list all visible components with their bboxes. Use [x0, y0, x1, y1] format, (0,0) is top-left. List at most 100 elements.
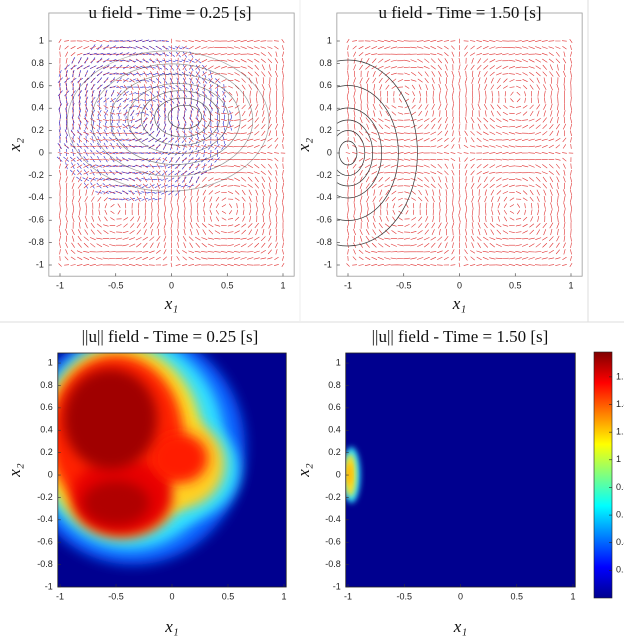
contour — [336, 130, 366, 176]
y-tick-label: 0.4 — [31, 103, 44, 113]
x-tick-label: 1 — [568, 281, 573, 291]
y-tick-label: 0 — [327, 147, 332, 157]
y-tick-label: -0.4 — [316, 192, 332, 202]
y-axis-label: x₂ — [5, 138, 24, 153]
y-tick-label: 0.6 — [328, 402, 341, 412]
y-tick-label: -0.2 — [28, 170, 44, 180]
plot-area — [57, 353, 287, 587]
y-tick-label: 1 — [327, 35, 332, 45]
y-tick-label: 0.2 — [40, 447, 53, 457]
vectors — [345, 38, 574, 268]
y-tick-label: -0.2 — [325, 492, 341, 502]
y-axis-label: x₂ — [294, 463, 313, 478]
x-tick-label: 1 — [570, 591, 575, 601]
x-tick-label: -0.5 — [108, 591, 124, 601]
y-tick-label: 0 — [39, 147, 44, 157]
y-tick-label: -0.2 — [316, 170, 332, 180]
y-tick-label: -0.6 — [28, 215, 44, 225]
x-axis-label: x₁ — [164, 294, 178, 313]
y-axis-label: x₂ — [5, 463, 24, 478]
y-tick-label: -0.6 — [37, 537, 53, 547]
y-tick-label: -1 — [324, 259, 332, 269]
panel: -1 -0.5 0 0.5 1 -1 -0.8 -0.6 -0.4 -0.2 0 0.2 0.4 0.6 0… — [294, 327, 624, 636]
x-tick-label: 0 — [458, 591, 463, 601]
colorbar-tick-label: 1 — [616, 454, 621, 464]
x-axis-label: x₁ — [452, 294, 466, 313]
y-tick-label: 0.2 — [319, 125, 332, 135]
y-tick-label: 0.8 — [31, 58, 44, 68]
y-tick-label: 0.8 — [319, 58, 332, 68]
y-tick-label: 1 — [336, 357, 341, 367]
contour — [140, 90, 220, 146]
x-tick-label: 1 — [280, 281, 285, 291]
x-tick-label: 0.5 — [510, 591, 523, 601]
contour — [336, 59, 418, 247]
colorbar-tick-label: 1.6 — [616, 371, 624, 381]
x-tick-label: 0.5 — [221, 281, 234, 291]
y-tick-label: 1 — [48, 357, 53, 367]
y-tick-label: 0 — [48, 469, 53, 479]
contour — [336, 85, 399, 221]
x-tick-label: -1 — [344, 281, 352, 291]
chart-title: u field - Time = 1.50 [s] — [378, 3, 541, 22]
y-tick-label: 0.2 — [328, 447, 341, 457]
y-tick-label: 0.8 — [328, 380, 341, 390]
y-tick-label: 1 — [39, 35, 44, 45]
y-tick-label: 0.4 — [328, 425, 341, 435]
chart-title: u field - Time = 0.25 [s] — [88, 3, 251, 22]
y-tick-label: 0.6 — [319, 80, 332, 90]
y-tick-label: -0.6 — [316, 215, 332, 225]
colorbar-tick-label: 1.4 — [616, 399, 624, 409]
x-tick-label: -1 — [344, 591, 352, 601]
y-tick-label: 0.8 — [40, 380, 53, 390]
contour — [154, 97, 211, 138]
x-axis-label: x₁ — [164, 617, 178, 636]
vectors — [56, 39, 233, 201]
contour — [127, 83, 229, 155]
x-tick-label: -1 — [56, 591, 64, 601]
colorbar-tick-label: 0.4 — [616, 537, 624, 547]
heatmap-bg — [345, 353, 576, 587]
panel: -1 -0.5 0 0.5 1 -1 -0.8 -0.6 -0.4 -0.2 0 0.2 0.4 0.6 0… — [5, 327, 287, 636]
x-tick-label: 1 — [281, 591, 286, 601]
x-tick-label: 0 — [457, 281, 462, 291]
colorbar-tick-label: 0.8 — [616, 482, 624, 492]
y-tick-label: -0.4 — [28, 192, 44, 202]
panel: -1 -0.5 0 0.5 1 -1 -0.8 -0.6 -0.4 -0.2 0 0.2 0.4 0.6 0… — [294, 3, 583, 313]
plot-area — [48, 13, 295, 277]
contour — [109, 73, 241, 165]
y-tick-label: 0.6 — [40, 402, 53, 412]
x-tick-label: -1 — [56, 281, 64, 291]
x-tick-label: 0.5 — [222, 591, 235, 601]
panel: -1 -0.5 0 0.5 1 -1 -0.8 -0.6 -0.4 -0.2 0 0.2 0.4 0.6 0… — [5, 3, 295, 313]
colorbar-tick-label: 0.2 — [616, 565, 624, 575]
x-tick-label: -0.5 — [108, 281, 124, 291]
chart-title: ||u|| field - Time = 0.25 [s] — [82, 327, 259, 346]
heat-region — [82, 480, 150, 526]
heat-region — [63, 368, 158, 470]
x-axis-label: x₁ — [453, 617, 467, 636]
y-tick-label: -1 — [333, 581, 341, 591]
y-tick-label: -0.2 — [37, 492, 53, 502]
y-tick-label: -0.4 — [37, 514, 53, 524]
contour — [91, 63, 254, 177]
contour — [67, 50, 270, 192]
y-tick-label: -0.8 — [37, 559, 53, 569]
chart-title: ||u|| field - Time = 1.50 [s] — [372, 327, 549, 346]
y-tick-label: -1 — [36, 259, 44, 269]
y-tick-label: 0.4 — [40, 425, 53, 435]
heat-region — [151, 433, 208, 483]
colorbar-tick-label: 0.6 — [616, 509, 624, 519]
contour — [336, 107, 382, 199]
y-tick-label: -0.8 — [325, 559, 341, 569]
plot-area — [345, 353, 576, 587]
plot-area — [336, 13, 583, 277]
y-tick-label: -0.6 — [325, 537, 341, 547]
x-tick-label: -0.5 — [396, 591, 412, 601]
y-tick-label: 0.4 — [319, 103, 332, 113]
y-tick-label: -1 — [45, 581, 53, 591]
x-tick-label: 0.5 — [509, 281, 522, 291]
y-tick-label: -0.4 — [325, 514, 341, 524]
